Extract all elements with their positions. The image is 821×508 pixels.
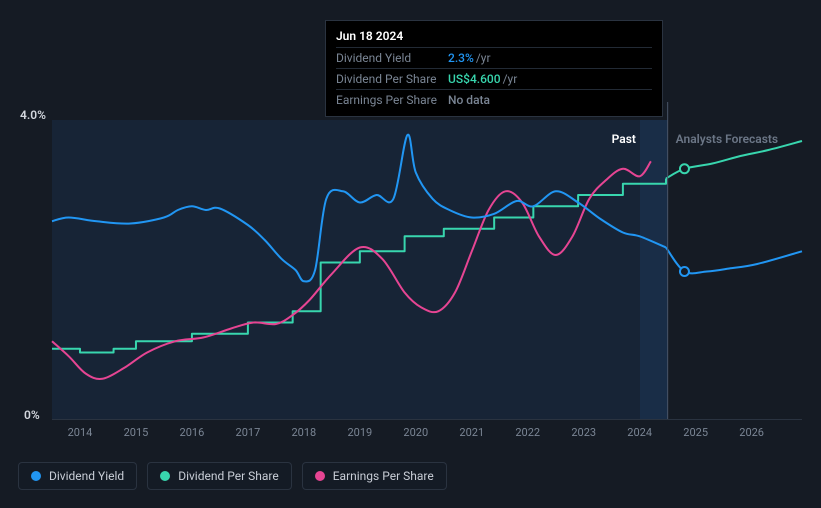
legend-item-dps[interactable]: Dividend Per Share: [147, 462, 292, 490]
legend-label: Dividend Per Share: [178, 469, 279, 483]
x-tick: 2019: [347, 426, 372, 439]
x-tick: 2021: [459, 426, 484, 439]
tooltip-row: Dividend Per Share US$4.600/yr: [336, 68, 652, 89]
y-axis-max-label: 4.0%: [20, 108, 46, 122]
legend-item-eps[interactable]: Earnings Per Share: [302, 462, 447, 490]
legend-label: Earnings Per Share: [333, 469, 434, 483]
x-tick: 2023: [571, 426, 596, 439]
x-tick: 2022: [515, 426, 540, 439]
x-tick: 2025: [683, 426, 708, 439]
tooltip-value: No data: [448, 93, 490, 107]
legend-dot: [160, 471, 170, 481]
legend-dot: [31, 471, 41, 481]
tooltip-date: Jun 18 2024: [336, 27, 652, 47]
x-tick: 2015: [124, 426, 149, 439]
tooltip-label: Dividend Yield: [336, 51, 448, 65]
x-tick: 2024: [627, 426, 652, 439]
tooltip-label: Dividend Per Share: [336, 72, 448, 86]
chart-legend: Dividend Yield Dividend Per Share Earnin…: [18, 462, 447, 490]
x-tick: 2018: [291, 426, 316, 439]
baseline: [52, 419, 802, 420]
tooltip-unit: /yr: [503, 72, 518, 86]
chart-tooltip: Jun 18 2024 Dividend Yield 2.3%/yr Divid…: [325, 20, 663, 117]
legend-dot: [315, 471, 325, 481]
chart-plot-area[interactable]: [52, 120, 802, 420]
tooltip-row: Earnings Per Share No data: [336, 89, 652, 110]
chart-lines: [52, 120, 802, 420]
x-tick: 2026: [739, 426, 764, 439]
tooltip-row: Dividend Yield 2.3%/yr: [336, 47, 652, 68]
x-tick: 2020: [403, 426, 428, 439]
forecast-period-label: Analysts Forecasts: [676, 132, 778, 146]
y-axis-min-label: 0%: [24, 408, 40, 422]
x-tick: 2017: [236, 426, 261, 439]
tooltip-value: US$4.600: [448, 72, 501, 86]
legend-item-yield[interactable]: Dividend Yield: [18, 462, 137, 490]
tooltip-value: 2.3%: [448, 51, 474, 65]
x-tick: 2014: [68, 426, 93, 439]
tooltip-label: Earnings Per Share: [336, 93, 448, 107]
x-tick: 2016: [180, 426, 205, 439]
past-period-label: Past: [612, 132, 636, 146]
legend-label: Dividend Yield: [49, 469, 124, 483]
tooltip-unit: /yr: [476, 51, 491, 65]
